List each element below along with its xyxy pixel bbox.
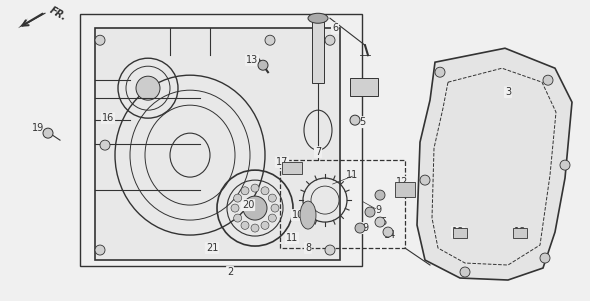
Text: FR.: FR. <box>48 5 68 22</box>
Circle shape <box>265 35 275 45</box>
Text: 21: 21 <box>206 243 218 253</box>
Text: 10: 10 <box>292 210 304 220</box>
Text: 20: 20 <box>242 200 254 210</box>
Circle shape <box>540 253 550 263</box>
Circle shape <box>241 187 249 195</box>
Bar <box>280 160 405 248</box>
Circle shape <box>261 187 269 195</box>
Circle shape <box>251 224 259 232</box>
Text: 7: 7 <box>315 147 321 157</box>
Text: 17: 17 <box>276 157 288 167</box>
Circle shape <box>234 194 242 202</box>
Polygon shape <box>95 28 340 260</box>
Text: 19: 19 <box>32 123 44 133</box>
Bar <box>350 78 378 96</box>
Circle shape <box>234 214 242 222</box>
Circle shape <box>365 207 375 217</box>
Bar <box>80 14 362 266</box>
Circle shape <box>231 204 239 212</box>
Circle shape <box>268 194 276 202</box>
Text: 16: 16 <box>102 113 114 123</box>
Ellipse shape <box>243 196 267 220</box>
Text: 18: 18 <box>452 227 464 237</box>
Text: 6: 6 <box>332 23 338 33</box>
Text: 3: 3 <box>505 87 511 97</box>
Text: 14: 14 <box>384 230 396 240</box>
Text: 11: 11 <box>286 233 298 243</box>
Text: 4: 4 <box>369 78 375 88</box>
Circle shape <box>325 245 335 255</box>
Bar <box>453 228 467 238</box>
Circle shape <box>100 140 110 150</box>
Bar <box>513 228 527 238</box>
Circle shape <box>258 60 268 70</box>
Circle shape <box>95 35 105 45</box>
Bar <box>312 18 324 83</box>
Text: 15: 15 <box>376 217 388 227</box>
Ellipse shape <box>308 13 328 23</box>
Bar <box>395 182 415 197</box>
Circle shape <box>261 222 269 229</box>
Text: 9: 9 <box>375 205 381 215</box>
Circle shape <box>95 245 105 255</box>
Circle shape <box>460 267 470 277</box>
Circle shape <box>241 222 249 229</box>
Bar <box>282 162 302 174</box>
Circle shape <box>543 75 553 85</box>
Text: 12: 12 <box>396 177 408 187</box>
Text: 2: 2 <box>227 267 233 277</box>
Polygon shape <box>417 48 572 280</box>
Text: 8: 8 <box>305 243 311 253</box>
Circle shape <box>268 214 276 222</box>
Ellipse shape <box>300 201 316 229</box>
Circle shape <box>375 217 385 227</box>
Circle shape <box>420 175 430 185</box>
Circle shape <box>43 128 53 138</box>
Polygon shape <box>18 18 28 28</box>
Circle shape <box>251 184 259 192</box>
Text: 18: 18 <box>514 227 526 237</box>
Circle shape <box>355 223 365 233</box>
Text: 5: 5 <box>359 117 365 127</box>
Circle shape <box>271 204 279 212</box>
Circle shape <box>435 67 445 77</box>
Text: 11: 11 <box>346 170 358 180</box>
Circle shape <box>560 160 570 170</box>
Text: 13: 13 <box>246 55 258 65</box>
Text: 9: 9 <box>362 223 368 233</box>
Ellipse shape <box>136 76 160 100</box>
Circle shape <box>350 115 360 125</box>
Circle shape <box>375 190 385 200</box>
Circle shape <box>325 35 335 45</box>
Circle shape <box>383 227 393 237</box>
